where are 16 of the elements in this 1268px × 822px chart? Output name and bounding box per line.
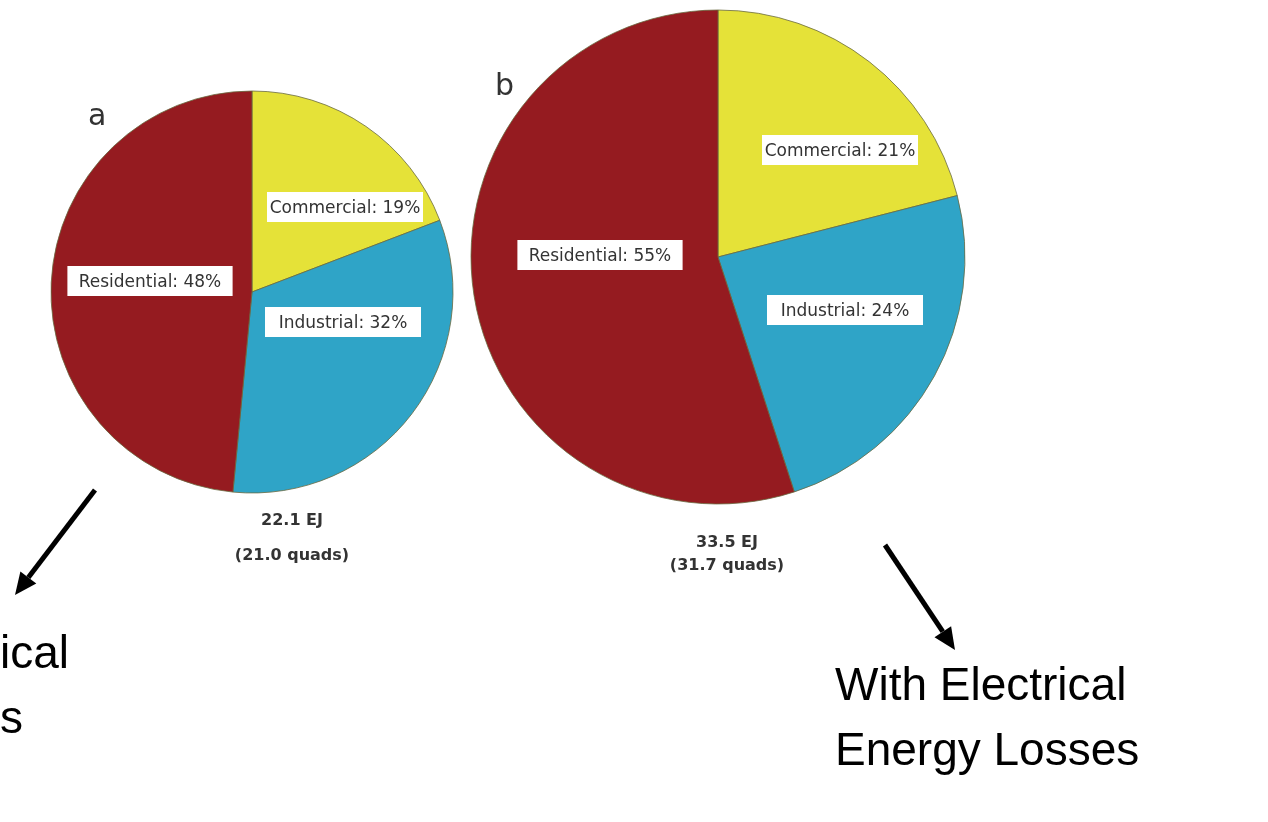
slice-label: Industrial: 32% <box>278 312 408 332</box>
text: b <box>495 67 515 102</box>
slice-label: Residential: 48% <box>78 271 222 291</box>
slice-label: Commercial: 19% <box>269 197 421 217</box>
text: s <box>0 691 23 743</box>
chart-title: a <box>88 97 107 132</box>
text: Energy Losses <box>835 723 1140 775</box>
text: 33.5 EJ <box>696 532 758 551</box>
text: 22.1 EJ <box>261 510 323 529</box>
slice-label: Residential: 55% <box>528 245 672 265</box>
text: ical <box>0 626 70 678</box>
slice-label: Commercial: 21% <box>764 140 916 160</box>
text: With Electrical <box>835 658 1127 710</box>
text: (21.0 quads) <box>234 545 350 564</box>
slice-label: Industrial: 24% <box>780 300 910 320</box>
text: (31.7 quads) <box>669 555 785 574</box>
